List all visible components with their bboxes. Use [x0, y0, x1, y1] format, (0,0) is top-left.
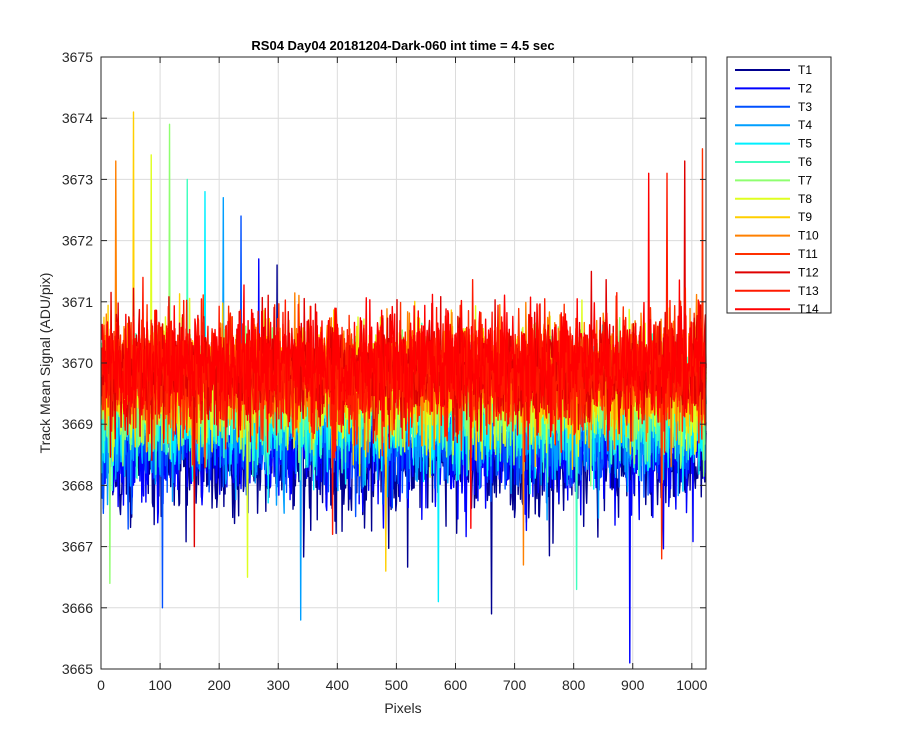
legend-items: T1 T2 T3 T4 T5 T6 T7 T8 T9 T10 T11 T12 T13 T14 [735, 63, 819, 316]
legend-box [726, 56, 832, 314]
y-tick-label: 3667 [62, 539, 93, 555]
y-tick-label: 3669 [62, 416, 93, 432]
x-tick-label: 300 [267, 677, 291, 693]
chart-title: RS04 Day04 20181204-Dark-060 int time = … [251, 38, 554, 53]
legend: T1 T2 T3 T4 T5 T6 T7 T8 T9 T10 T11 T12 T13 T14 [726, 56, 832, 316]
y-tick-label: 3666 [62, 600, 93, 616]
x-tick-label: 500 [385, 677, 409, 693]
x-tick-label: 0 [97, 677, 105, 693]
legend-label: T5 [798, 137, 812, 151]
legend-label: T1 [798, 63, 812, 77]
legend-label: T8 [798, 192, 812, 206]
legend-label: T12 [798, 265, 819, 279]
x-tick-label: 600 [444, 677, 468, 693]
ticks: 0 100 200 300 400 500 600 700 800 900 1000 3665 3666… [62, 49, 708, 693]
x-tick-label: 800 [562, 677, 586, 693]
legend-label: T13 [798, 284, 819, 298]
legend-label: T10 [798, 229, 819, 243]
legend-label: T14 [798, 302, 819, 316]
x-tick-label: 200 [207, 677, 231, 693]
legend-label: T6 [798, 155, 812, 169]
x-tick-label: 700 [503, 677, 527, 693]
legend-label: T9 [798, 210, 812, 224]
y-tick-label: 3668 [62, 477, 93, 493]
y-tick-label: 3672 [62, 233, 93, 249]
x-tick-label: 1000 [676, 677, 707, 693]
y-tick-label: 3674 [62, 110, 93, 126]
y-tick-label: 3665 [62, 661, 93, 677]
y-tick-label: 3670 [62, 355, 93, 371]
legend-label: T3 [798, 100, 812, 114]
y-axis-label: Track Mean Signal (ADU/pix) [37, 273, 53, 454]
x-axis-label: Pixels [384, 700, 421, 716]
y-tick-label: 3675 [62, 49, 93, 65]
legend-label: T4 [798, 118, 812, 132]
y-tick-label: 3671 [62, 294, 93, 310]
series-group [100, 111, 707, 664]
series-t13-line [100, 172, 707, 536]
y-tick-label: 3673 [62, 171, 93, 187]
legend-label: T2 [798, 81, 812, 95]
x-tick-label: 900 [621, 677, 645, 693]
x-tick-label: 100 [148, 677, 172, 693]
legend-label: T7 [798, 173, 812, 187]
x-tick-label: 400 [326, 677, 350, 693]
legend-label: T11 [798, 247, 818, 261]
series-t14-line [100, 172, 707, 529]
